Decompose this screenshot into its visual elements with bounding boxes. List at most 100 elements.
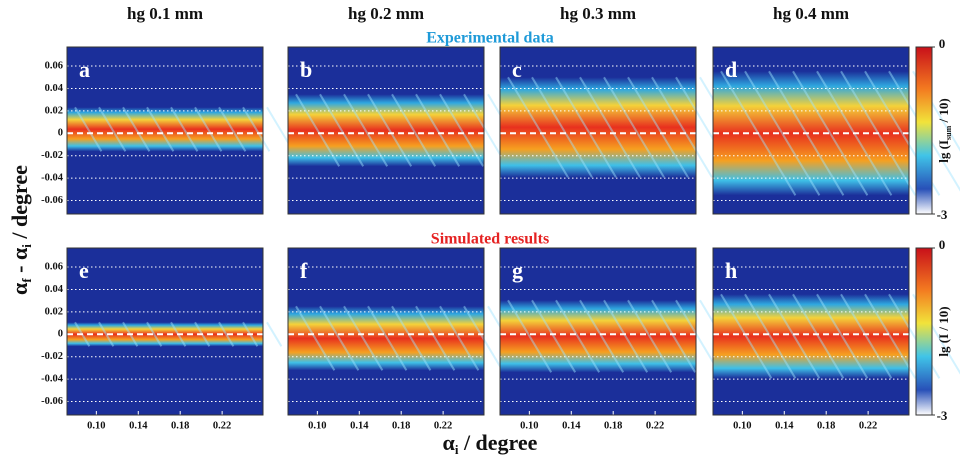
heatmap-streak bbox=[146, 106, 175, 152]
y-tick-label: 0.02 bbox=[45, 306, 63, 317]
heatmap-band bbox=[288, 306, 484, 371]
panel-letter: f bbox=[300, 258, 308, 283]
x-tick-label: 0.18 bbox=[604, 420, 622, 431]
heatmap-streak bbox=[579, 76, 641, 178]
heatmap-streak bbox=[319, 305, 360, 371]
x-tick-label: 0.10 bbox=[733, 420, 751, 431]
heatmap bbox=[500, 47, 761, 214]
heatmap bbox=[67, 248, 283, 415]
plot-frame bbox=[712, 46, 910, 215]
panel-letter: e bbox=[79, 258, 89, 283]
plot-frame bbox=[499, 46, 697, 215]
heatmap-streak bbox=[170, 106, 199, 152]
label-part: α bbox=[7, 282, 32, 295]
colorbar-label: lg (Isum / 10) bbox=[936, 98, 953, 162]
heatmap-streak bbox=[266, 321, 283, 347]
heatmap-streak bbox=[603, 299, 649, 373]
colorbar-tick-label: -3 bbox=[937, 207, 948, 222]
row-title: Simulated results bbox=[431, 231, 549, 248]
heatmap-streak bbox=[439, 305, 480, 371]
heatmap-streak bbox=[415, 93, 461, 167]
x-tick-label: 0.22 bbox=[646, 420, 664, 431]
heatmap-streak bbox=[319, 93, 365, 167]
x-tick-label: 0.18 bbox=[392, 420, 410, 431]
y-tick-label: 0.04 bbox=[45, 284, 64, 295]
panel-letter: h bbox=[725, 258, 737, 283]
plot-frame bbox=[287, 247, 485, 416]
colorbar-tick-label: -3 bbox=[937, 408, 948, 423]
heatmap-streak bbox=[555, 76, 617, 178]
heatmap-streak bbox=[367, 305, 408, 371]
heatmap-streak bbox=[531, 76, 593, 178]
column-title: hg 0.4 mm bbox=[773, 4, 849, 23]
colorbar-tick-label: 0 bbox=[939, 237, 946, 252]
heatmap-streak bbox=[463, 305, 504, 371]
heatmap-band bbox=[288, 94, 484, 167]
panel-letter: g bbox=[512, 258, 523, 283]
heatmap-streak bbox=[627, 76, 689, 178]
x-tick-label: 0.14 bbox=[775, 420, 794, 431]
column-title: hg 0.2 mm bbox=[348, 4, 424, 23]
x-tick-label: 0.22 bbox=[434, 420, 452, 431]
heatmap-streak bbox=[555, 299, 601, 373]
heatmap-streak bbox=[531, 299, 577, 373]
heatmap-streak bbox=[343, 93, 389, 167]
heatmap-streak bbox=[651, 299, 697, 373]
heatmap-band bbox=[67, 322, 263, 347]
heatmap-streak bbox=[864, 293, 917, 379]
heatmap-streak bbox=[744, 70, 821, 196]
label-part: / 10) bbox=[936, 98, 951, 125]
y-axis-label: αf - αi / degree bbox=[7, 165, 34, 295]
heatmap-band bbox=[67, 107, 263, 152]
heatmap-streak bbox=[295, 305, 336, 371]
heatmap bbox=[500, 248, 745, 415]
label-part: / degree bbox=[458, 430, 537, 455]
panel-letter: d bbox=[725, 57, 737, 82]
heatmap-streak bbox=[816, 293, 869, 379]
heatmap-streak bbox=[415, 305, 456, 371]
x-tick-label: 0.14 bbox=[562, 420, 581, 431]
heatmap-streak bbox=[122, 106, 151, 152]
heatmap-streak bbox=[439, 93, 485, 167]
heatmap-streak bbox=[579, 299, 625, 373]
heatmap-band bbox=[500, 77, 696, 178]
x-tick-label: 0.14 bbox=[350, 420, 369, 431]
heatmap-streak bbox=[194, 106, 223, 152]
colorbar-tick-label: 0 bbox=[939, 36, 946, 51]
colorbar bbox=[915, 247, 933, 416]
column-title: hg 0.3 mm bbox=[560, 4, 636, 23]
heatmap-streak bbox=[792, 70, 869, 196]
label-part: - α bbox=[7, 247, 32, 278]
plot-frame bbox=[712, 247, 910, 416]
subscript: i bbox=[19, 244, 34, 248]
subscript: i bbox=[455, 442, 459, 457]
heatmap-streak bbox=[744, 293, 797, 379]
x-tick-label: 0.22 bbox=[859, 420, 877, 431]
heatmap-streak bbox=[98, 321, 115, 347]
heatmap-streak bbox=[98, 106, 127, 152]
heatmap bbox=[713, 248, 960, 415]
x-tick-label: 0.10 bbox=[520, 420, 538, 431]
y-tick-label: 0.04 bbox=[45, 83, 64, 94]
y-tick-label: 0 bbox=[58, 128, 63, 139]
heatmap-streak bbox=[507, 76, 569, 178]
y-tick-label: -0.06 bbox=[41, 195, 63, 206]
x-tick-label: 0.22 bbox=[213, 420, 231, 431]
y-tick-label: 0 bbox=[58, 329, 63, 340]
subscript: sum bbox=[944, 125, 953, 140]
heatmap-streak bbox=[218, 106, 247, 152]
y-tick-label: -0.02 bbox=[41, 150, 63, 161]
label-part: lg (I / 10) bbox=[936, 306, 951, 356]
heatmap-streak bbox=[675, 299, 721, 373]
x-tick-label: 0.18 bbox=[171, 420, 189, 431]
heatmap-streak bbox=[603, 76, 665, 178]
y-tick-label: 0.06 bbox=[45, 261, 63, 272]
panel-letter: b bbox=[300, 57, 312, 82]
y-tick-label: -0.06 bbox=[41, 396, 63, 407]
colorbar bbox=[915, 46, 933, 215]
heatmap bbox=[67, 47, 295, 214]
heatmap bbox=[288, 47, 533, 214]
x-tick-label: 0.10 bbox=[308, 420, 326, 431]
x-tick-label: 0.14 bbox=[129, 420, 148, 431]
